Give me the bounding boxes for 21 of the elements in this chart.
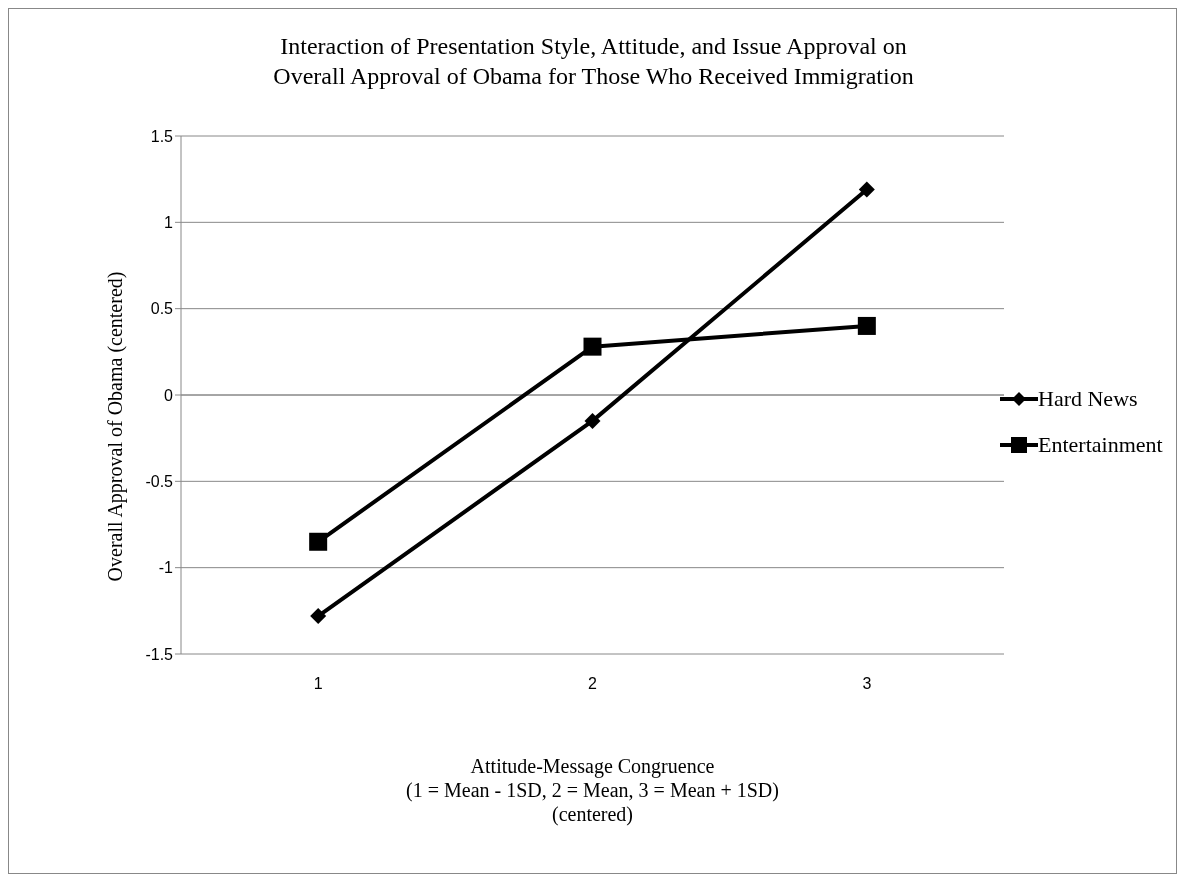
- y-tick-label: 1: [164, 214, 174, 232]
- y-tick-label: 0.5: [150, 300, 174, 318]
- y-tick-label: -1.5: [145, 645, 174, 663]
- x-tick-label: 2: [588, 675, 598, 693]
- x-tick-label: 3: [862, 675, 872, 693]
- y-tick-label: -1: [158, 559, 174, 577]
- point: [857, 316, 876, 335]
- x-tick-label: 1: [313, 675, 323, 693]
- point: [583, 337, 602, 356]
- legend-label: Entertainment: [1038, 432, 1163, 458]
- y-axis-title: Overall Approval of Obama (centered): [104, 271, 128, 581]
- point: [310, 608, 327, 625]
- point: [584, 412, 601, 429]
- point: [858, 181, 875, 198]
- y-tick-label: 1.5: [150, 127, 174, 145]
- x-axis-title: Attitude-Message Congruence (1 = Mean - 1SD, 2 = Mean, 3 = Mean + 1SD) (centered): [405, 754, 780, 826]
- chart-title: Interaction of Presentation Style, Attitude, and Issue Approval on Overall Approval of Obama for Those Who Received Immigration: [272, 32, 915, 91]
- point: [309, 532, 328, 551]
- legend-label: Hard News: [1038, 386, 1138, 412]
- y-tick-label: -0.5: [145, 473, 174, 491]
- y-tick-label: 0: [164, 386, 174, 404]
